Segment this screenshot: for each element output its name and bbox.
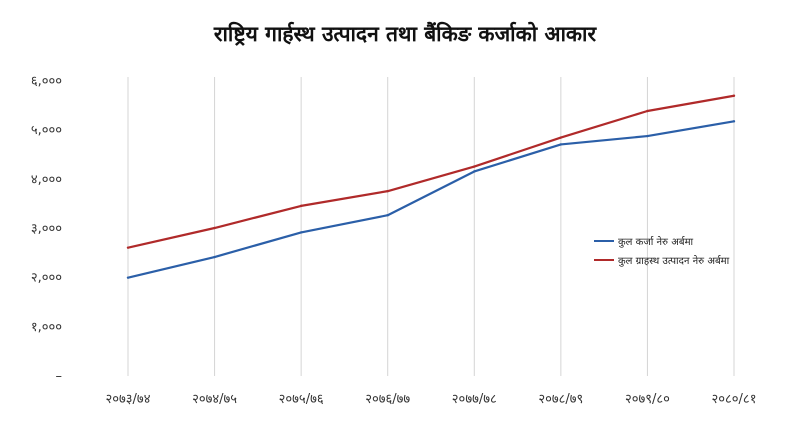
series-0-point-6: [646, 134, 649, 138]
series-1-point-3: [386, 189, 389, 193]
x-tick-label-3: २०७६/७७: [365, 392, 410, 407]
series-1-point-2: [299, 204, 303, 208]
x-tick-label-6: २०७९/८०: [625, 392, 670, 407]
legend: कुल कर्जा नेरु अर्बमा कुल ग्राहस्थ उत्पाद…: [594, 236, 730, 267]
x-tick-label-2: २०७५/७६: [279, 392, 324, 407]
x-tick-label-4: २०७७/७८: [452, 392, 497, 407]
series-1-point-5: [559, 136, 563, 139]
series-layer: [126, 94, 736, 279]
x-tick-label-1: २०७४/७५: [192, 392, 237, 407]
legend-label-1: कुल ग्राहस्थ उत्पादन नेरु अर्बमा: [618, 255, 730, 267]
legend-label-0: कुल कर्जा नेरु अर्बमा: [618, 236, 694, 248]
series-line-0: [127, 120, 735, 279]
series-0-point-3: [386, 214, 389, 217]
series-1-point-6: [646, 109, 649, 113]
y-tick-label-2: २,०००: [31, 271, 62, 286]
series-0-point-2: [299, 231, 303, 234]
y-tick-label-1: १,०००: [31, 320, 62, 335]
x-tick-label-7: २०८०/८१: [712, 392, 757, 407]
series-1-point-7: [732, 94, 736, 97]
y-tick-label-6: ६,०००: [31, 74, 62, 89]
series-1-point-1: [213, 226, 216, 230]
series-0-point-7: [732, 120, 736, 123]
series-1-point-4: [473, 165, 476, 168]
chart-title: राष्ट्रिय गार्हस्थ उत्पादन तथा बैंकिङ कर…: [213, 22, 597, 46]
y-tick-label-0: –: [56, 369, 63, 384]
x-axis-ticks: २०७३/७४ २०७४/७५ २०७५/७६ २०७६/७७ २०७७/७८ २०७८/…: [106, 392, 757, 407]
y-tick-label-3: ३,०००: [31, 222, 62, 237]
x-tick-label-5: २०७८/७९: [538, 392, 583, 407]
series-0-point-0: [126, 276, 130, 279]
y-axis-ticks: – १,००० २,००० ३,००० ४,००० ५,००० ६,०००: [31, 74, 62, 384]
grid-layer: [127, 77, 735, 376]
series-0-point-1: [213, 255, 216, 259]
y-tick-label-4: ४,०००: [31, 172, 62, 187]
y-tick-label-5: ५,०००: [31, 123, 62, 138]
series-0-point-5: [559, 143, 563, 146]
series-0-point-4: [473, 170, 476, 173]
series-1-point-0: [126, 246, 130, 249]
x-tick-label-0: २०७३/७४: [106, 392, 151, 407]
series-line-1: [127, 94, 735, 249]
